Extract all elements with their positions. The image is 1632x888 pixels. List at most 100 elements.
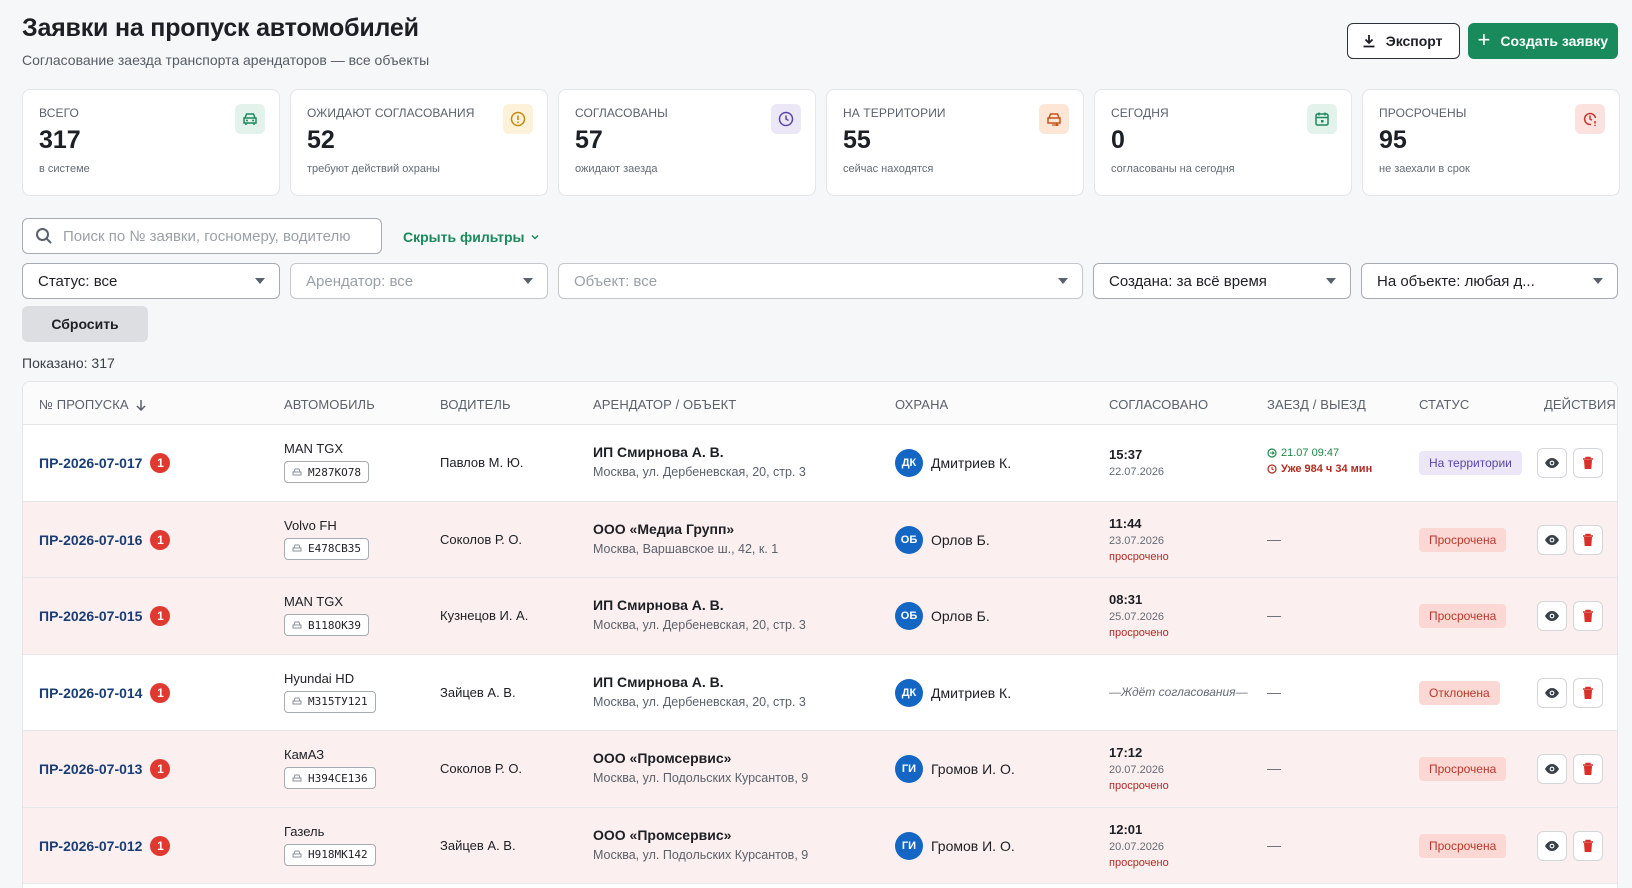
table-row[interactable]: ПР-2026-07-013 1 КамАЗ Н394СЕ136 Соколов…: [23, 731, 1617, 808]
table-row[interactable]: ПР-2026-07-012 1 Газель Н918МК142 Зайцев…: [23, 807, 1617, 884]
tenant-cell: ООО «Промсервис» Москва, ул. Подольских …: [593, 750, 808, 785]
stat-value: 55: [843, 126, 871, 154]
late-time: Уже 984 ч 34 мин: [1267, 463, 1372, 475]
pass-number-link[interactable]: ПР-2026-07-013: [39, 761, 143, 777]
status-badge: Отклонена: [1419, 680, 1500, 705]
pass-number-cell[interactable]: ПР-2026-07-012 1: [39, 835, 171, 856]
col-car-header: Автомобиль: [284, 397, 375, 412]
driver-name: Кузнецов И. А.: [440, 608, 529, 623]
approved-cell: 08:31 25.07.2026 просрочено: [1109, 592, 1169, 639]
search-input[interactable]: [63, 227, 363, 245]
clock-icon: [771, 104, 801, 134]
approved-time: 08:31: [1109, 592, 1143, 607]
page-header: Заявки на пропуск автомобилей Согласован…: [22, 14, 429, 68]
pass-number-cell[interactable]: ПР-2026-07-016 1: [39, 529, 171, 550]
object-filter[interactable]: Объект: все: [558, 263, 1083, 299]
delete-button[interactable]: [1573, 601, 1603, 631]
actions-cell: [1537, 448, 1603, 478]
delete-button[interactable]: [1573, 677, 1603, 708]
table-row[interactable]: ПР-2026-07-014 1 Hyundai HD М315ТУ121 За…: [23, 655, 1617, 731]
stat-card: Всего 317 в системе: [22, 89, 280, 196]
table-row[interactable]: ПР-2026-07-015 1 MAN TGX В118ОК39 Кузнец…: [23, 578, 1617, 655]
approved-cell: 17:12 20.07.2026 просрочено: [1109, 745, 1169, 792]
view-button[interactable]: [1537, 754, 1567, 784]
alert-icon: [503, 104, 533, 134]
export-button[interactable]: Экспорт: [1346, 23, 1460, 59]
view-button[interactable]: [1537, 677, 1567, 708]
table-row[interactable]: ПР-2026-07-017 1 MAN TGX М287КО78 Павлов…: [23, 425, 1617, 502]
pass-number-link[interactable]: ПР-2026-07-016: [39, 531, 143, 548]
trash-icon: [1583, 686, 1593, 699]
pass-number-link[interactable]: ПР-2026-07-015: [39, 608, 143, 624]
stat-label: Ожидают согласования: [307, 106, 475, 120]
pass-number-link[interactable]: ПР-2026-07-014: [39, 684, 143, 701]
guard-cell: ОБ Орлов Б.: [895, 602, 990, 630]
inout-cell: —: [1267, 837, 1281, 853]
guard-avatar: ОБ: [895, 525, 923, 554]
pass-number-link[interactable]: ПР-2026-07-017: [39, 455, 143, 471]
delete-button[interactable]: [1573, 448, 1603, 478]
pass-number-link[interactable]: ПР-2026-07-012: [39, 837, 143, 854]
view-button[interactable]: [1537, 830, 1567, 861]
pass-number-cell[interactable]: ПР-2026-07-015 1: [39, 606, 171, 626]
actions-cell: [1537, 754, 1603, 784]
actions-cell: [1537, 677, 1603, 708]
car-icon: [292, 774, 302, 781]
approved-date: 25.07.2026: [1109, 611, 1165, 623]
stat-card: Согласованы 57 ожидают заезда: [558, 89, 816, 196]
approved-cell: 12:01 20.07.2026 просрочено: [1109, 822, 1169, 869]
car-enter-icon: [1039, 104, 1069, 134]
car-icon: [292, 697, 302, 705]
notification-badge: 1: [150, 835, 171, 856]
notification-badge: 1: [150, 682, 171, 703]
created-filter[interactable]: Создана: за всё время: [1093, 263, 1351, 299]
plate-badge: М315ТУ121: [284, 690, 376, 713]
stat-card: На территории 55 сейчас находятся: [826, 89, 1084, 196]
stat-label: Всего: [39, 106, 79, 120]
guard-name: Дмитриев К.: [931, 455, 1012, 471]
entry-time: 21.07 09:47: [1267, 447, 1372, 459]
status-filter[interactable]: Статус: все: [22, 263, 280, 299]
car-icon: [292, 468, 302, 475]
notification-badge: 1: [150, 759, 171, 779]
status-badge: Просрочена: [1419, 757, 1507, 781]
col-status-header: Статус: [1419, 397, 1470, 412]
onsite-filter-value: На объекте: любая д...: [1377, 272, 1535, 290]
view-button[interactable]: [1537, 524, 1567, 555]
tenant-name: ООО «Промсервис»: [593, 750, 732, 766]
create-label: Создать заявку: [1500, 33, 1608, 49]
plate-badge: Н918МК142: [284, 843, 376, 866]
pass-number-cell[interactable]: ПР-2026-07-017 1: [39, 453, 171, 473]
stat-label: Согласованы: [575, 106, 668, 120]
car-model: Hyundai HD: [284, 670, 355, 686]
delete-button[interactable]: [1573, 830, 1603, 861]
trash-icon: [1583, 762, 1593, 775]
view-button[interactable]: [1537, 601, 1567, 631]
onsite-filter[interactable]: На объекте: любая д...: [1361, 263, 1618, 299]
view-button[interactable]: [1537, 448, 1567, 478]
tenant-cell: ИП Смирнова А. В. Москва, ул. Дербеневск…: [593, 674, 806, 709]
status-cell: Просрочена: [1419, 527, 1507, 552]
clock-alert-icon: [1575, 104, 1605, 134]
plate-badge: В118ОК39: [284, 614, 369, 636]
col-inout-header: Заезд / выезд: [1267, 397, 1366, 412]
pass-number-cell[interactable]: ПР-2026-07-014 1: [39, 682, 171, 703]
table-row[interactable]: ПР-2026-07-016 1 Volvo FH Е478СВ35 Сокол…: [23, 501, 1617, 578]
toggle-filters-link[interactable]: Скрыть фильтры: [403, 229, 540, 245]
delete-button[interactable]: [1573, 524, 1603, 555]
status-badge: На территории: [1419, 451, 1522, 475]
approved-overdue: просрочено: [1109, 856, 1169, 869]
pass-number-cell[interactable]: ПР-2026-07-013 1: [39, 759, 171, 779]
actions-cell: [1537, 830, 1603, 861]
status-cell: Просрочена: [1419, 833, 1507, 858]
create-request-button[interactable]: + Создать заявку: [1467, 23, 1618, 59]
car-icon: [292, 621, 302, 628]
approved-cell: —Ждёт согласования—: [1109, 685, 1248, 699]
reset-button[interactable]: Сбросить: [22, 306, 148, 342]
delete-button[interactable]: [1573, 754, 1603, 784]
inout-empty: —: [1267, 760, 1281, 776]
tenant-filter[interactable]: Арендатор: все: [290, 263, 548, 299]
tenant-address: Москва, ул. Подольских Курсантов, 9: [593, 847, 809, 862]
